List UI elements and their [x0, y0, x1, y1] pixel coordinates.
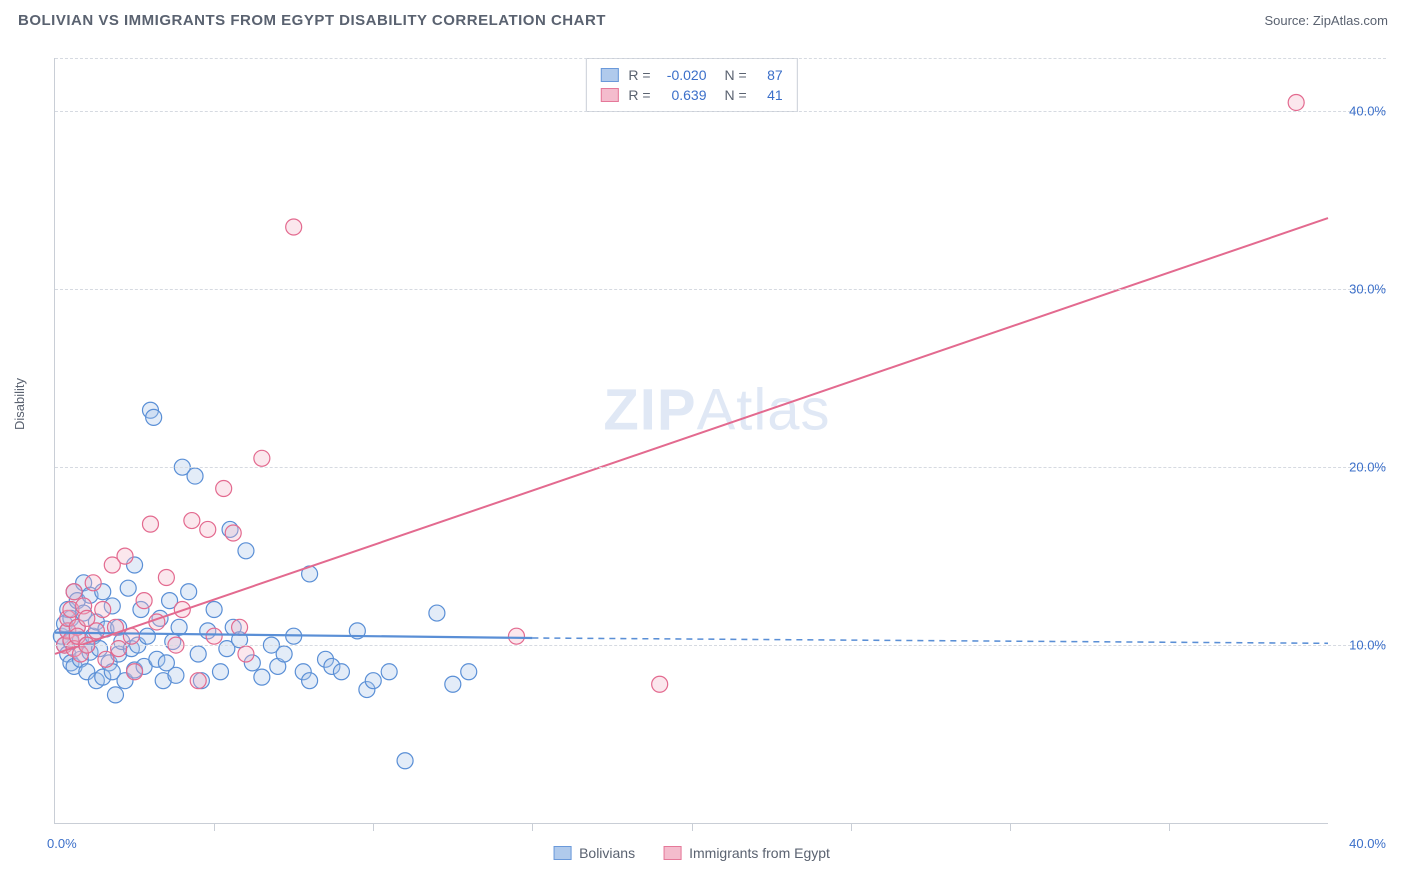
chart-title: BOLIVIAN VS IMMIGRANTS FROM EGYPT DISABI…: [18, 12, 606, 29]
trendline-solid: [55, 633, 532, 638]
stat-n-value: 87: [757, 67, 783, 83]
x-axis-max-label: 40.0%: [1349, 836, 1386, 851]
gridline: [55, 289, 1386, 290]
x-tick: [1010, 823, 1011, 831]
gridline: [55, 645, 1386, 646]
chart-container: Disability ZIPAtlas R =-0.020N =87R =0.6…: [18, 40, 1396, 872]
x-tick: [851, 823, 852, 831]
stat-r-value: 0.639: [661, 87, 707, 103]
legend-swatch: [600, 68, 618, 82]
legend-swatch: [553, 846, 571, 860]
gridline: [55, 467, 1386, 468]
stat-n-value: 41: [757, 87, 783, 103]
stat-r-value: -0.020: [661, 67, 707, 83]
source-attribution: Source: ZipAtlas.com: [1264, 13, 1388, 28]
gridline: [55, 111, 1386, 112]
legend-label: Immigrants from Egypt: [689, 845, 830, 861]
series-legend: Bolivians Immigrants from Egypt: [553, 845, 830, 861]
stats-row: R = -0.020 N = 87: [600, 65, 782, 85]
y-tick-label: 40.0%: [1334, 104, 1386, 119]
x-tick: [692, 823, 693, 831]
plot-area: ZIPAtlas R =-0.020N =87R =0.639N =41 0.0…: [54, 58, 1328, 824]
legend-item: Immigrants from Egypt: [663, 845, 830, 861]
legend-swatch: [600, 88, 618, 102]
y-tick-label: 20.0%: [1334, 460, 1386, 475]
legend-item: Bolivians: [553, 845, 635, 861]
source-link[interactable]: ZipAtlas.com: [1313, 13, 1388, 28]
x-tick: [532, 823, 533, 831]
stat-r-label: R =: [628, 87, 650, 103]
stat-r-label: R =: [628, 67, 650, 83]
trendline-layer: [55, 58, 1328, 823]
gridline: [55, 58, 1386, 59]
x-axis-min-label: 0.0%: [47, 836, 77, 851]
stat-n-label: N =: [725, 87, 747, 103]
y-tick-label: 10.0%: [1334, 638, 1386, 653]
correlation-stats-box: R = -0.020 N = 87 R = 0.639 N = 41: [585, 58, 797, 112]
x-tick: [214, 823, 215, 831]
x-tick: [1169, 823, 1170, 831]
x-tick: [373, 823, 374, 831]
stats-row: R = 0.639 N = 41: [600, 85, 782, 105]
stat-n-label: N =: [725, 67, 747, 83]
legend-swatch: [663, 846, 681, 860]
trendline-dashed: [532, 638, 1328, 643]
legend-label: Bolivians: [579, 845, 635, 861]
y-tick-label: 30.0%: [1334, 282, 1386, 297]
trendline-solid: [55, 218, 1328, 654]
y-axis-label: Disability: [12, 378, 27, 430]
source-prefix: Source:: [1264, 13, 1312, 28]
